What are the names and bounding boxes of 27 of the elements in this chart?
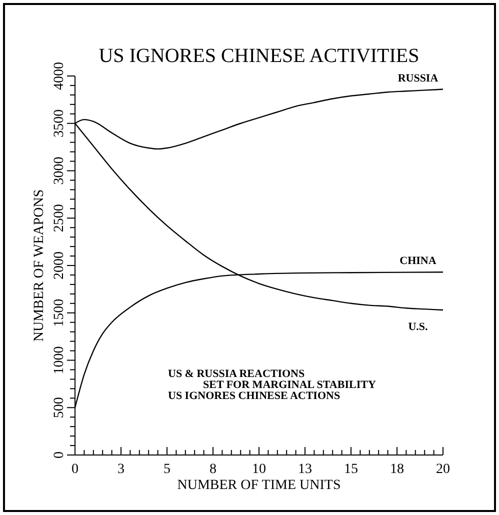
y-tick-label: 500 <box>52 397 67 418</box>
x-axis-title: NUMBER OF TIME UNITS <box>177 478 341 493</box>
series-label: U.S. <box>408 321 428 334</box>
y-axis-title: NUMBER OF WEAPONS <box>32 189 47 342</box>
x-tick-label: 10 <box>252 462 266 477</box>
y-tick-label: 2500 <box>52 204 67 232</box>
series-label: RUSSIA <box>398 72 438 84</box>
x-tick-label: 8 <box>210 462 216 477</box>
y-tick-label: 1000 <box>52 346 67 374</box>
y-tick-label: 2000 <box>52 252 67 280</box>
y-tick-label: 0 <box>52 452 67 458</box>
y-tick-label: 3500 <box>52 109 67 138</box>
y-tick-label: 4000 <box>52 62 67 90</box>
x-tick-label: 3 <box>118 462 124 477</box>
chart-title: US IGNORES CHINESE ACTIVITIES <box>98 45 420 67</box>
x-tick-label: 18 <box>390 462 404 477</box>
y-tick-label: 3000 <box>52 156 67 185</box>
x-tick-label: 0 <box>72 462 78 477</box>
series-label: CHINA <box>400 255 436 268</box>
y-tick-label: 1500 <box>52 298 67 327</box>
annotation: US & RUSSIA REACTIONS <box>168 368 305 380</box>
annotation: US IGNORES CHINESE ACTIONS <box>168 390 340 402</box>
x-tick-label: 20 <box>436 462 450 477</box>
annotation: SET FOR MARGINAL STABILITY <box>203 379 376 391</box>
x-tick-label: 13 <box>298 462 312 477</box>
x-tick-label: 5 <box>164 462 170 477</box>
x-tick-label: 15 <box>344 462 358 477</box>
